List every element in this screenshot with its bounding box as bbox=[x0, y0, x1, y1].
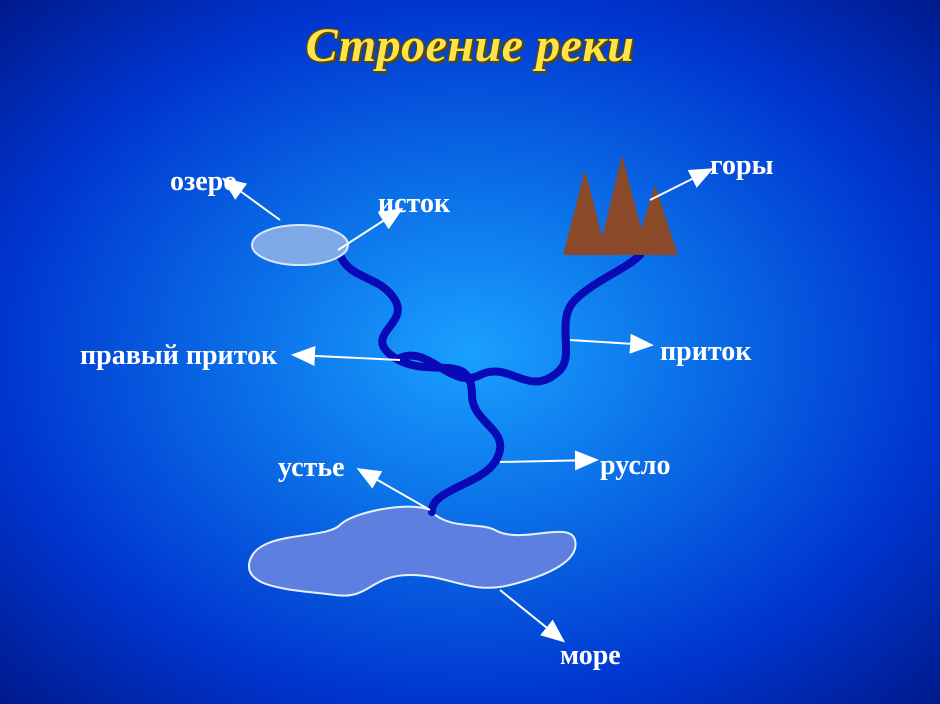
label-channel: русло bbox=[600, 450, 670, 482]
label-mountains: горы bbox=[710, 150, 773, 182]
label-mouth: устье bbox=[278, 452, 345, 484]
mountain-1 bbox=[563, 170, 607, 255]
tributary-arrow bbox=[570, 340, 650, 345]
mouth-arrow bbox=[360, 470, 430, 510]
tributary-river bbox=[400, 255, 640, 381]
sea-shape bbox=[249, 507, 576, 596]
label-source: исток bbox=[378, 188, 450, 220]
label-lake: озеро bbox=[170, 166, 237, 198]
channel-arrow bbox=[500, 460, 595, 462]
sea-arrow bbox=[500, 590, 562, 640]
label-tributary: приток bbox=[660, 336, 751, 368]
mountains-arrow bbox=[650, 170, 710, 200]
right-trib-arrow bbox=[295, 355, 400, 360]
lake-shape bbox=[252, 225, 348, 265]
mountain-3 bbox=[633, 185, 678, 255]
diagram-stage: Строение реки озеро исток горы правый пр… bbox=[0, 0, 940, 704]
label-sea: море bbox=[560, 640, 621, 672]
label-right-tributary: правый приток bbox=[80, 340, 277, 372]
